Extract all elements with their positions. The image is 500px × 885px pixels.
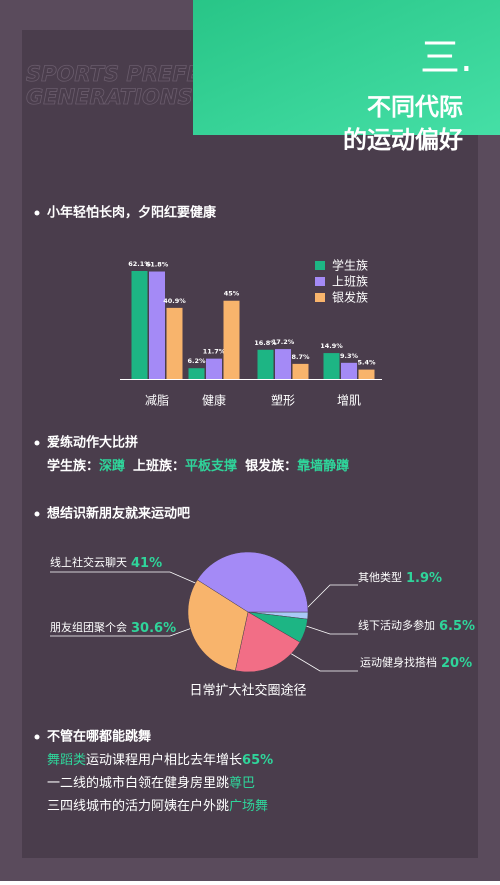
value-label: 8.7%	[291, 353, 310, 361]
value-label: 61.8%	[146, 261, 169, 269]
leader-lines	[50, 571, 358, 672]
bar	[358, 369, 375, 379]
bar	[323, 353, 340, 379]
bullet	[34, 440, 40, 446]
bar	[223, 300, 240, 379]
chart-title: 日常扩大社交圈途径	[189, 683, 306, 699]
header-block	[193, 0, 500, 135]
line: 学生族：深蹲 上班族：平板支撑 银发族：靠墙静蹲	[47, 458, 349, 474]
legend-swatch	[315, 277, 325, 286]
line: 舞蹈类运动课程用户相比去年增长65%	[47, 752, 273, 768]
watermark: GENERATIONS	[26, 85, 193, 109]
bar	[188, 368, 205, 379]
x-tick-label: 塑形	[271, 393, 295, 408]
value-label: 14.9%	[320, 342, 343, 350]
heading: 小年轻怕长肉，夕阳红要健康	[47, 205, 217, 221]
bullet	[34, 734, 40, 740]
value-label: 11.7%	[203, 348, 226, 356]
bullet	[34, 210, 40, 216]
value-label: 9.3%	[340, 352, 359, 360]
line: 一二线的城市白领在健身房里跳尊巴	[47, 775, 255, 791]
bar	[257, 349, 274, 379]
bar	[275, 349, 291, 379]
title: 不同代际	[367, 93, 463, 121]
legend-label: 银发族	[332, 290, 368, 305]
line: 三四线城市的活力阿姨在户外跳广场舞	[47, 798, 268, 814]
value-label: 17.2%	[272, 338, 295, 346]
slice-label: 线下活动多参加 6.5%	[358, 618, 475, 634]
legend-label: 上班族	[332, 275, 368, 289]
section-number: 三.	[420, 35, 473, 81]
heading: 不管在哪都能跳舞	[47, 729, 151, 745]
value-label: 5.4%	[357, 359, 376, 367]
bar	[149, 271, 165, 379]
value-label: 6.2%	[187, 357, 206, 365]
slice-label: 线上社交云聊天 41%	[50, 555, 162, 571]
bar	[292, 363, 309, 379]
x-tick-label: 增肌	[337, 394, 361, 408]
x-tick-label: 减脂	[145, 393, 169, 408]
legend-swatch	[315, 261, 325, 270]
pie-slice	[234, 611, 301, 673]
bar	[131, 271, 148, 379]
legend-label: 学生族	[332, 258, 368, 273]
panel	[22, 30, 478, 858]
bullet	[34, 511, 40, 517]
legend-swatch	[315, 293, 325, 302]
bar	[166, 307, 183, 379]
value-label: 62.1%	[128, 260, 151, 268]
heading: 爱练动作大比拼	[47, 435, 138, 451]
value-label: 45%	[224, 290, 240, 298]
value-label: 16.8%	[254, 339, 277, 347]
title: 的运动偏好	[343, 126, 463, 154]
slice-label: 朋友组团聚个会 30.6%	[50, 620, 176, 636]
slice-label: 运动健身找搭档 20%	[360, 655, 472, 671]
bar	[341, 362, 357, 379]
bar	[206, 358, 222, 379]
pie-slice	[196, 551, 309, 613]
heading: 想结识新朋友就来运动吧	[47, 506, 190, 522]
slice-label: 其他类型 1.9%	[358, 570, 442, 586]
x-tick-label: 健康	[202, 393, 226, 408]
value-label: 40.9%	[163, 297, 186, 305]
